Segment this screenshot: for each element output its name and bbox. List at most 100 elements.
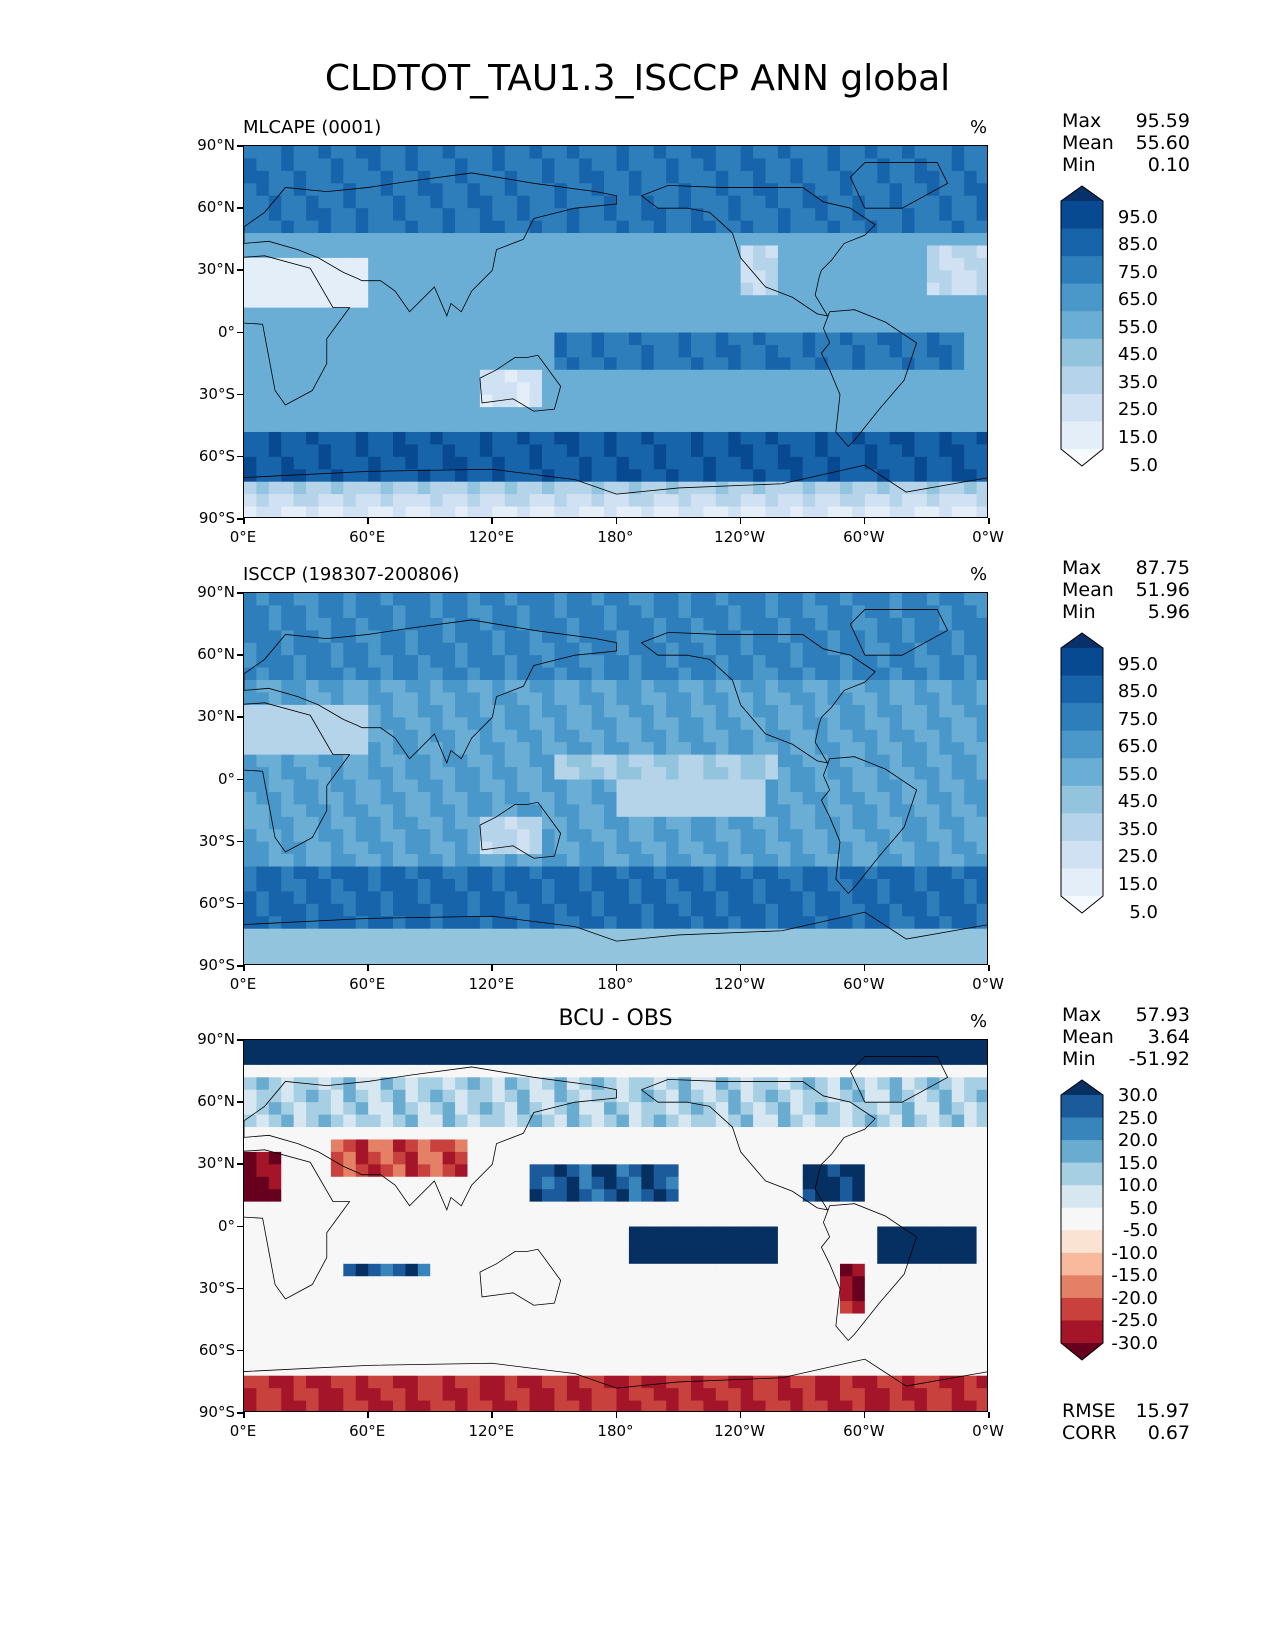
field-cell bbox=[964, 320, 978, 334]
field-cell bbox=[517, 729, 531, 743]
field-cell bbox=[529, 953, 543, 964]
field-cell bbox=[554, 928, 568, 942]
field-cell bbox=[604, 854, 618, 868]
field-cell bbox=[827, 717, 841, 731]
field-cell bbox=[840, 506, 854, 517]
field-cell bbox=[902, 655, 916, 669]
field-cell bbox=[380, 494, 394, 508]
field-cell bbox=[691, 1263, 705, 1277]
field-cell bbox=[542, 692, 556, 706]
field-cell bbox=[343, 593, 357, 607]
field-cell bbox=[939, 655, 953, 669]
field-cell bbox=[330, 1139, 344, 1153]
field-cell bbox=[728, 816, 742, 830]
field-cell bbox=[653, 1201, 667, 1215]
field-cell bbox=[628, 332, 642, 346]
field-cell bbox=[542, 866, 556, 880]
field-cell bbox=[976, 506, 987, 517]
field-cell bbox=[306, 1325, 320, 1339]
field-cell bbox=[740, 1251, 754, 1265]
field-cell bbox=[666, 1176, 680, 1190]
field-cell bbox=[678, 1201, 692, 1215]
field-cell bbox=[926, 382, 940, 396]
field-cell bbox=[616, 841, 630, 855]
field-cell bbox=[691, 854, 705, 868]
field-cell bbox=[355, 953, 369, 964]
field-cell bbox=[579, 1313, 593, 1327]
field-cell bbox=[430, 779, 444, 793]
field-cell bbox=[355, 1114, 369, 1128]
field-cell bbox=[442, 1301, 456, 1315]
field-cell bbox=[815, 481, 829, 495]
field-cell bbox=[765, 704, 779, 718]
field-cell bbox=[790, 282, 804, 296]
field-cell bbox=[666, 1127, 680, 1141]
field-cell bbox=[703, 1201, 717, 1215]
field-cell bbox=[653, 878, 667, 892]
field-cell bbox=[542, 928, 556, 942]
field-cell bbox=[628, 928, 642, 942]
field-cell bbox=[368, 903, 382, 917]
field-cell bbox=[442, 1189, 456, 1203]
field-cell bbox=[542, 1064, 556, 1078]
field-cell bbox=[517, 1176, 531, 1190]
field-cell bbox=[703, 332, 717, 346]
field-cell bbox=[330, 1201, 344, 1215]
field-cell bbox=[815, 369, 829, 383]
field-cell bbox=[703, 692, 717, 706]
field-cell bbox=[554, 1114, 568, 1128]
field-cell bbox=[666, 307, 680, 321]
field-cell bbox=[517, 1226, 531, 1240]
field-cell bbox=[703, 742, 717, 756]
field-cell bbox=[715, 1089, 729, 1103]
field-cell bbox=[827, 866, 841, 880]
field-cell bbox=[417, 1089, 431, 1103]
field-cell bbox=[653, 282, 667, 296]
field-cell bbox=[591, 1400, 605, 1411]
field-cell bbox=[666, 282, 680, 296]
field-cell bbox=[728, 481, 742, 495]
field-cell bbox=[492, 953, 506, 964]
field-cell bbox=[579, 1189, 593, 1203]
field-cell bbox=[827, 829, 841, 843]
field-cell bbox=[728, 729, 742, 743]
field-cell bbox=[504, 605, 518, 619]
field-cell bbox=[691, 245, 705, 259]
field-cell bbox=[554, 729, 568, 743]
field-cell bbox=[479, 1313, 493, 1327]
field-cell bbox=[678, 394, 692, 408]
field-cell bbox=[529, 655, 543, 669]
field-cell bbox=[914, 804, 928, 818]
field-cell bbox=[765, 617, 779, 631]
field-cell bbox=[368, 1226, 382, 1240]
field-cell bbox=[628, 655, 642, 669]
field-cell bbox=[430, 1040, 444, 1054]
field-cell bbox=[703, 431, 717, 445]
field-cell bbox=[330, 1164, 344, 1178]
field-cell bbox=[740, 1077, 754, 1091]
field-cell bbox=[368, 593, 382, 607]
field-cell bbox=[517, 431, 531, 445]
field-cell bbox=[728, 1189, 742, 1203]
field-cell bbox=[902, 642, 916, 656]
field-cell bbox=[442, 1388, 456, 1402]
field-cell bbox=[542, 1040, 556, 1054]
field-cell bbox=[306, 1400, 320, 1411]
field-cell bbox=[293, 630, 307, 644]
field-cell bbox=[417, 1040, 431, 1054]
field-cell bbox=[343, 220, 357, 234]
field-cell bbox=[430, 282, 444, 296]
field-cell bbox=[691, 1350, 705, 1364]
y-tick-label: 90°S bbox=[198, 956, 235, 974]
field-cell bbox=[293, 382, 307, 396]
field-cell bbox=[542, 1127, 556, 1141]
field-cell bbox=[405, 158, 419, 172]
field-cell bbox=[393, 307, 407, 321]
field-cell bbox=[864, 717, 878, 731]
field-cell bbox=[666, 394, 680, 408]
field-cell bbox=[355, 394, 369, 408]
field-cell bbox=[417, 1301, 431, 1315]
field-cell bbox=[343, 382, 357, 396]
field-cell bbox=[244, 146, 258, 160]
field-cell bbox=[777, 307, 791, 321]
